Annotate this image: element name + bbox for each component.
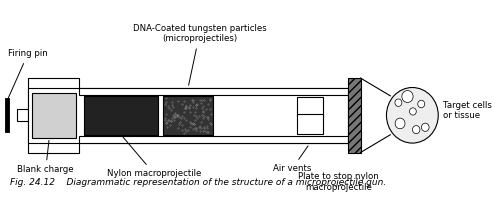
Bar bbox=[162, 96, 213, 135]
Circle shape bbox=[395, 99, 402, 107]
Text: Air vents: Air vents bbox=[273, 146, 311, 173]
Text: Nylon macroprojectile: Nylon macroprojectile bbox=[107, 137, 201, 178]
Circle shape bbox=[395, 118, 405, 129]
Bar bbox=[28, 88, 347, 143]
Bar bbox=[79, 136, 347, 143]
Bar bbox=[84, 96, 158, 135]
Bar bbox=[79, 88, 347, 95]
Text: Target cells
or tissue: Target cells or tissue bbox=[443, 101, 492, 120]
Bar bbox=[347, 78, 360, 152]
Text: Fig. 24.12    Diagrammatic representation of the structure of a microprojectile : Fig. 24.12 Diagrammatic representation o… bbox=[10, 178, 386, 187]
Bar bbox=[297, 114, 323, 134]
Circle shape bbox=[387, 88, 438, 143]
Text: Blank charge: Blank charge bbox=[17, 140, 74, 174]
Circle shape bbox=[421, 123, 429, 131]
Bar bbox=[297, 97, 323, 117]
Text: Firing pin: Firing pin bbox=[8, 49, 48, 98]
Circle shape bbox=[418, 100, 425, 108]
Bar bbox=[32, 93, 76, 138]
Circle shape bbox=[412, 126, 420, 134]
Text: Plate to stop nylon
macroprojectile: Plate to stop nylon macroprojectile bbox=[298, 172, 379, 192]
Bar bbox=[28, 78, 79, 152]
Circle shape bbox=[402, 90, 413, 103]
Circle shape bbox=[409, 108, 416, 115]
Text: DNA-Coated tungsten particles
(microprojectiles): DNA-Coated tungsten particles (microproj… bbox=[133, 24, 266, 85]
Bar bbox=[17, 109, 30, 121]
